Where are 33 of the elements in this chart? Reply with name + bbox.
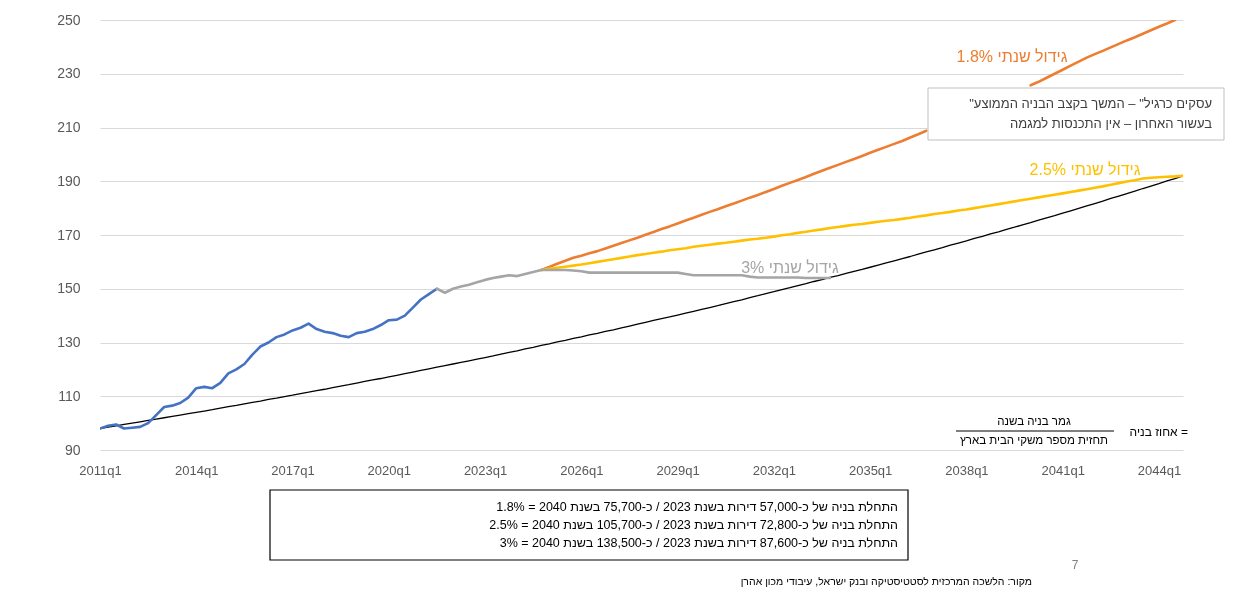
x-tick-label: 2017q1 <box>271 462 315 478</box>
text: מקור: הלשכה המרכזית לסטטיסטיקה ובנק ישראל, עיבודי מכון אהרן <box>740 575 1032 587</box>
x-tick-label: 2020q1 <box>367 462 411 478</box>
series-label: 3% גידול שנתי <box>741 259 840 276</box>
text: 1.8% = התחלת בניה של כ-57,000 דירות בשנת 2023 / כ-75,700 בשנת 2040 2.5% = התחלת בניה של כ-72,800 דירות בשנת 2023 / כ-105,700 בשנת 2040 3% = התחלת בניה של כ-87,600 דירות בשנת 2023 / כ-138,500 בשנת 2040 <box>489 500 898 550</box>
annotation: תחזית מספר משקי הבית בארץ <box>959 434 1109 446</box>
x-tick-label: 2014q1 <box>175 462 219 478</box>
y-tick-label: 90 <box>64 441 81 458</box>
x-tick-label: 2011q1 <box>79 462 122 478</box>
x-tick-label: 2029q1 <box>656 462 700 478</box>
y-tick-label: 110 <box>58 387 81 404</box>
x-tick-label: 2035q1 <box>848 462 893 478</box>
y-tick-label: 190 <box>57 172 81 189</box>
x-tick-label: 2026q1 <box>560 462 604 478</box>
line-series <box>539 174 1183 272</box>
x-tick-label: 2038q1 <box>945 462 989 478</box>
series-label: 1.8% גידול שנתי <box>956 48 1068 65</box>
y-tick-label: 170 <box>57 226 81 243</box>
x-tick-label: 2044q1 <box>1137 462 1182 478</box>
series-label: 2.5% גידול שנתי <box>1029 161 1141 178</box>
y-tick-label: 210 <box>57 119 81 135</box>
annotation: גמר בניה בשנה <box>997 415 1071 427</box>
y-tick-label: 130 <box>57 334 81 350</box>
text: 7 <box>1071 558 1079 572</box>
x-tick-label: 2023q1 <box>463 462 508 478</box>
x-tick-label: 2032q1 <box>752 462 797 478</box>
annotation: אחוז בניה = <box>1129 425 1188 439</box>
y-tick-label: 250 <box>57 11 81 28</box>
x-tick-label: 2041q1 <box>1041 462 1085 478</box>
annotation: "עסקים כרגיל" – המשך בקצב הבניה הממוצע בעשור האחרון – אין התכנסות למגמה <box>969 96 1213 131</box>
y-tick-label: 150 <box>57 280 81 297</box>
y-tick-label: 230 <box>57 65 81 82</box>
line-series <box>100 287 439 430</box>
